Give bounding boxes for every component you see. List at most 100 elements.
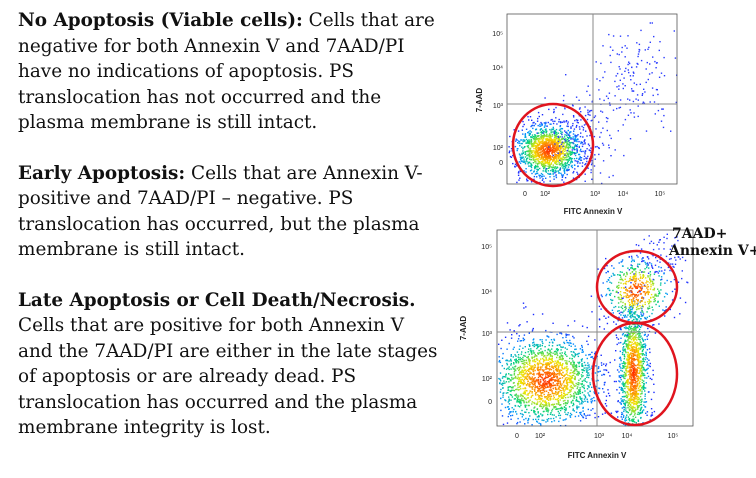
cell-event-dot: [631, 366, 633, 368]
cell-event-dot: [559, 155, 561, 158]
cell-event-dot: [553, 111, 555, 114]
cell-event-dot: [593, 391, 595, 393]
cell-event-dot: [522, 139, 524, 141]
cell-event-dot: [624, 375, 626, 378]
cell-event-dot: [638, 271, 641, 274]
cell-event-dot: [521, 382, 523, 385]
cell-event-dot: [568, 168, 570, 171]
cell-event-dot: [581, 125, 583, 128]
cell-event-dot: [564, 166, 567, 168]
cell-event-dot: [597, 379, 599, 382]
cell-event-dot: [532, 339, 534, 341]
cell-event-dot: [600, 308, 602, 310]
cell-event-dot: [557, 143, 559, 146]
cell-event-dot: [558, 402, 560, 404]
cell-event-dot: [568, 381, 570, 384]
cell-event-dot: [555, 147, 557, 150]
cell-event-dot: [581, 358, 583, 360]
cell-event-dot: [548, 156, 550, 158]
cell-event-dot: [632, 71, 635, 73]
cell-event-dot: [617, 130, 619, 132]
cell-event-dot: [581, 376, 583, 378]
cell-event-dot: [582, 136, 584, 138]
cell-event-dot: [533, 367, 535, 370]
cell-event-dot: [541, 363, 544, 365]
cell-event-dot: [629, 344, 632, 347]
cell-event-dot: [549, 128, 551, 131]
cell-event-dot: [614, 95, 616, 97]
cell-event-dot: [516, 397, 519, 400]
cell-event-dot: [587, 392, 589, 394]
cell-event-dot: [530, 141, 533, 143]
cell-event-dot: [556, 151, 558, 153]
cell-event-dot: [560, 373, 562, 375]
cell-event-dot: [530, 378, 533, 380]
cell-event-dot: [653, 391, 655, 394]
cell-event-dot: [566, 152, 568, 154]
cell-event-dot: [641, 392, 643, 394]
cell-event-dot: [624, 45, 626, 47]
cell-event-dot: [634, 343, 636, 345]
cell-event-dot: [630, 385, 632, 387]
cell-event-dot: [547, 409, 550, 411]
cell-event-dot: [640, 403, 642, 406]
cell-event-dot: [603, 384, 606, 386]
cell-event-dot: [558, 153, 560, 155]
cell-event-dot: [609, 134, 611, 137]
cell-event-dot: [578, 382, 580, 384]
cell-event-dot: [499, 378, 501, 380]
cell-event-dot: [531, 350, 533, 352]
cell-event-dot: [662, 300, 664, 302]
cell-event-dot: [623, 396, 625, 398]
cell-event-dot: [572, 138, 574, 140]
cell-event-dot: [619, 363, 621, 365]
cell-event-dot: [552, 384, 555, 387]
cell-event-dot: [632, 368, 635, 370]
cell-event-dot: [593, 396, 595, 399]
cell-event-dot: [552, 120, 554, 122]
cell-event-dot: [629, 388, 631, 390]
cell-event-dot: [561, 175, 564, 177]
cell-event-dot: [605, 369, 607, 371]
cell-event-dot: [634, 327, 636, 329]
cell-event-dot: [635, 273, 637, 275]
cell-event-dot: [558, 121, 560, 123]
cell-event-dot: [545, 152, 547, 154]
cell-event-dot: [544, 386, 546, 388]
cell-event-dot: [526, 372, 528, 375]
cell-event-dot: [551, 348, 553, 350]
cell-event-dot: [581, 325, 584, 327]
cell-event-dot: [513, 389, 515, 392]
cell-event-dot: [641, 372, 644, 375]
cell-event-dot: [629, 338, 631, 340]
cell-event-dot: [558, 154, 560, 156]
cell-event-dot: [651, 22, 653, 24]
cell-event-dot: [635, 374, 637, 376]
cell-event-dot: [557, 142, 559, 144]
cell-event-dot: [647, 363, 649, 365]
cell-event-dot: [535, 154, 537, 156]
cell-event-dot: [591, 386, 593, 388]
cell-event-dot: [533, 379, 535, 381]
cell-event-dot: [638, 357, 640, 360]
cell-event-dot: [555, 154, 557, 156]
cell-event-dot: [671, 290, 674, 293]
cell-event-dot: [547, 382, 550, 384]
cell-event-dot: [551, 378, 554, 381]
cell-event-dot: [639, 305, 641, 307]
cell-event-dot: [632, 368, 634, 371]
cell-event-dot: [575, 140, 577, 142]
cell-event-dot: [529, 390, 531, 392]
cell-event-dot: [657, 301, 659, 303]
cell-event-dot: [547, 148, 549, 150]
cell-event-dot: [634, 349, 636, 351]
cell-event-dot: [573, 158, 576, 160]
cell-event-dot: [636, 376, 638, 378]
cell-event-dot: [517, 401, 519, 403]
cell-event-dot: [531, 382, 533, 384]
cell-event-dot: [518, 368, 521, 371]
cell-event-dot: [594, 158, 596, 160]
cell-event-dot: [553, 373, 555, 375]
cell-event-dot: [618, 386, 621, 389]
cell-event-dot: [643, 385, 645, 387]
